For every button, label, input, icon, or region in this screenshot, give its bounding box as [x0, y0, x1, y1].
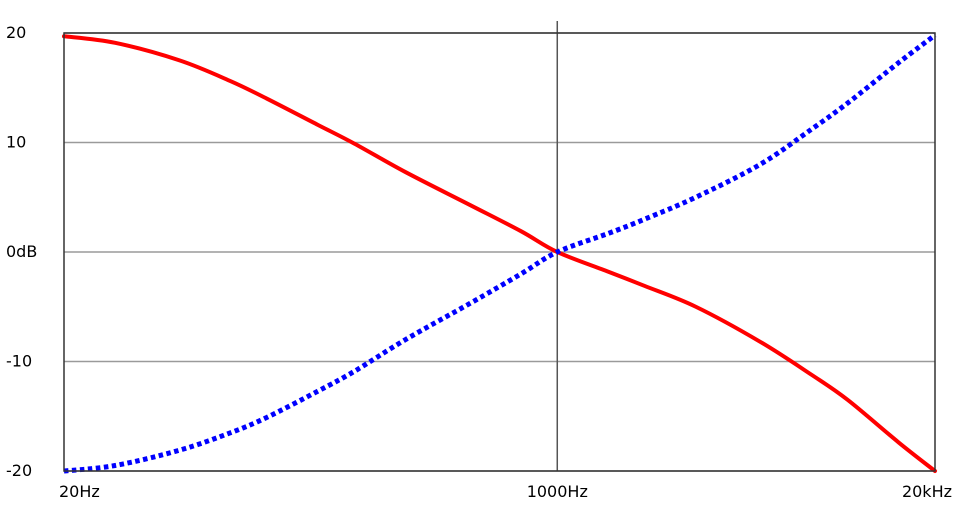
y-tick-label: -10	[6, 352, 32, 371]
grid	[64, 21, 935, 472]
red-solid-series-line	[62, 34, 937, 473]
y-tick-label: 20	[6, 23, 26, 42]
plot-border	[63, 32, 936, 472]
series-layer	[62, 33, 937, 474]
blue-dotted-series-line	[63, 33, 937, 474]
x-tick-label: 20Hz	[59, 482, 100, 501]
y-tick-label: 10	[6, 133, 26, 152]
y-axis-tick-labels: 20 10 0dB -10 -20	[6, 23, 37, 480]
x-tick-label: 1000Hz	[527, 482, 588, 501]
y-tick-label: -20	[6, 461, 32, 480]
x-tick-label: 20kHz	[902, 482, 952, 501]
x-axis-tick-labels: 20Hz 1000Hz 20kHz	[59, 482, 952, 501]
y-tick-label: 0dB	[6, 242, 37, 261]
plot-frame	[63, 32, 936, 472]
